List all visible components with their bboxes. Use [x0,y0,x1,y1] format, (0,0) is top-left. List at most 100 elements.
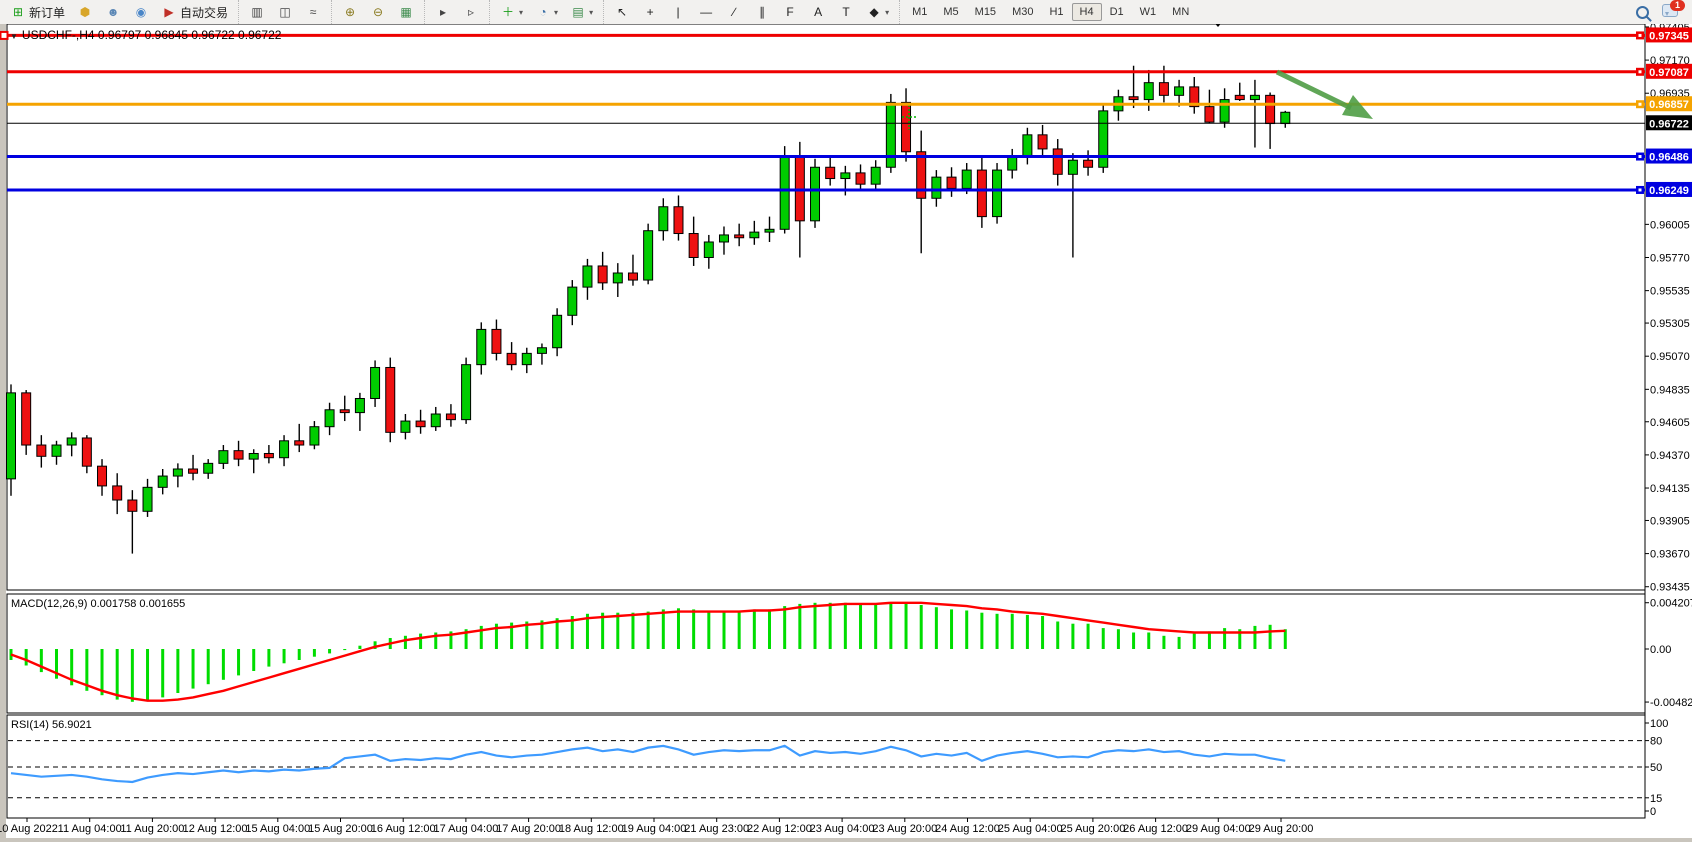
signals-button[interactable]: ◉ [128,1,154,23]
candle-bullish [703,241,714,258]
line-selection-handle[interactable] [0,30,9,40]
chevron-down-icon: ▾ [589,7,594,17]
candle-bullish [612,272,623,284]
candle-bearish [415,420,426,428]
profile-button[interactable]: ☻ [100,1,126,23]
text-label-button[interactable]: T [833,1,859,23]
candle-bullish [552,314,563,349]
templates-icon: ▤ [572,5,584,19]
candle-bearish [263,452,274,459]
fibonacci-button[interactable]: F [777,1,803,23]
auto-scroll-button[interactable]: ▸ [430,1,456,23]
candle-bearish [901,101,912,153]
periods-button[interactable]: ◔ ▾ [530,1,563,23]
time-axis-label: 25 Aug 04:00 [998,823,1063,835]
equidistant-channel-button[interactable]: ∥ [749,1,775,23]
crosshair-button[interactable]: + [637,1,663,23]
candle-bullish [324,409,335,428]
tab-timeframe-h1[interactable]: H1 [1049,6,1064,18]
cursor-icon: ↖ [617,5,628,19]
svg-text:0.00: 0.00 [1650,644,1671,656]
tab-timeframe-h4[interactable]: H4 [1071,3,1102,21]
chevron-down-icon: ▾ [554,7,559,17]
candlestick-chart-button[interactable]: ◫ [272,1,298,23]
text-label-icon: T [842,5,850,19]
candle-bullish [1098,110,1109,168]
time-axis-label: 29 Aug 04:00 [1186,823,1251,835]
vertical-line-button[interactable]: | [665,1,691,23]
tab-timeframe-d1[interactable]: D1 [1109,6,1124,18]
arrows-button[interactable]: ◆ ▾ [861,1,894,23]
svg-text:0.96005: 0.96005 [1650,219,1690,231]
candle-bullish [718,234,729,243]
time-axis-label: 23 Aug 20:00 [872,823,937,835]
candle-bearish [445,413,456,421]
window-bottom-edge [0,838,1692,842]
candle-bullish [476,328,487,366]
tile-windows-button[interactable]: ▦ [393,1,419,23]
candle-bullish [172,468,183,477]
tab-timeframe-m5[interactable]: M5 [943,6,959,18]
new-order-button[interactable]: ⊞ 新订单 [5,1,70,24]
zoom-out-button[interactable]: ⊖ [365,1,391,23]
line-chart-button[interactable]: ≈ [300,1,326,23]
candle-bullish [1022,134,1033,157]
vertical-line-icon: | [676,5,680,19]
candle-bullish [203,462,214,474]
styles-bucket-button[interactable]: ⬢ [72,1,98,23]
price-badge [1646,96,1692,112]
tab-timeframe-m15[interactable]: M15 [974,6,997,18]
templates-button[interactable]: ▤ ▾ [565,1,598,23]
time-axis-label: 19 Aug 04:00 [622,823,687,835]
time-axis-label: 26 Aug 12:00 [1123,823,1188,835]
candle-bullish [658,206,669,232]
svg-text:0.94135: 0.94135 [1650,483,1690,495]
candle-bullish [1280,111,1291,125]
time-axis-label: 10 Aug 2022 [0,823,58,835]
chart-shift-marker-icon[interactable] [1212,24,1224,27]
svg-text:100: 100 [1650,718,1668,730]
svg-text:0.96486: 0.96486 [1649,152,1689,164]
candle-bullish [157,475,168,488]
horizontal-line-button[interactable]: — [693,1,719,23]
toolbar-group: ＋ ▾ ◔ ▾ ▤ ▾ [489,0,603,24]
search-icon[interactable] [1636,5,1649,19]
text-button[interactable]: A [805,1,831,23]
indicators-button[interactable]: ＋ ▾ [495,1,528,23]
zoom-in-button[interactable]: ⊕ [337,1,363,23]
chart-shift-button[interactable]: ▹ [458,1,484,23]
tab-timeframe-m30[interactable]: M30 [1012,6,1034,18]
price-badge [1646,181,1692,197]
crosshair-icon: + [646,5,654,19]
chart-dropdown-icon[interactable]: ▼ [10,32,18,41]
candle-bearish [597,265,608,284]
time-axis-label: 11 Aug 20:00 [120,823,184,835]
tab-timeframe-mn[interactable]: MN [1172,6,1190,18]
new-order-button-label: 新订单 [29,5,66,20]
arrows-icon: ◆ [869,5,879,19]
tab-timeframe-m1[interactable]: M1 [912,6,928,18]
auto-scroll-icon: ▸ [440,5,447,19]
candle-bullish [309,426,320,446]
horizontal-line-icon: — [700,5,713,19]
tab-timeframe-w1[interactable]: W1 [1139,6,1157,18]
time-axis-label: 23 Aug 04:00 [810,823,875,835]
equidistant-channel-icon: ∥ [759,5,766,19]
macd-pane [6,593,1646,714]
chart-canvas[interactable]: 0.974050.971700.969350.960050.957700.955… [0,24,1692,842]
candle-bullish [582,265,593,288]
svg-text:0.93905: 0.93905 [1650,515,1690,527]
candle-bearish [673,206,684,235]
notifications-button[interactable]: 1 [1662,0,1685,20]
time-axis-label: 29 Aug 20:00 [1249,823,1314,835]
time-axis-label: 15 Aug 20:00 [308,823,373,835]
trend-arrow[interactable] [1275,69,1373,119]
cursor-button[interactable]: ↖ [609,1,635,23]
autotrading-button[interactable]: ▶ 自动交易 [156,1,233,24]
time-axis-label: 18 Aug 12:00 [559,823,624,835]
candle-bullish [279,440,290,459]
trendline-button[interactable]: ∕ [721,1,747,23]
candle-bearish [294,440,305,446]
bar-chart-button[interactable]: ▥ [244,1,270,23]
